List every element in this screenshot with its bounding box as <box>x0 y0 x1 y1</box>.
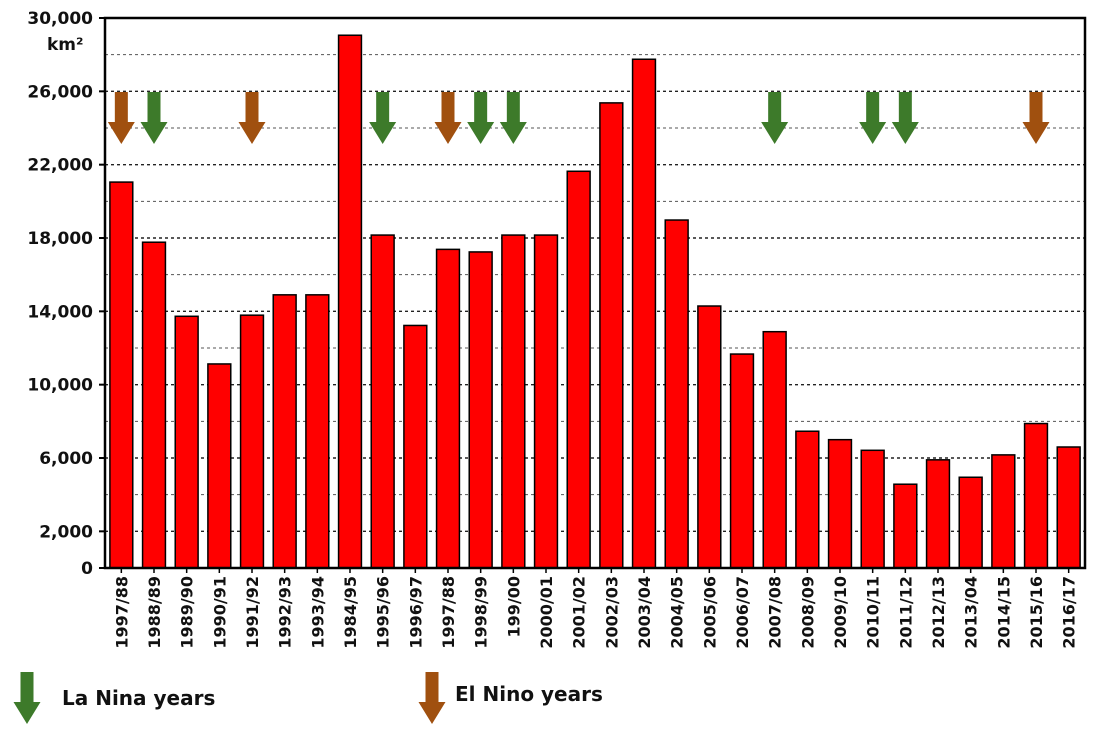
x-tick-label: 2013/04 <box>962 576 981 649</box>
y-tick-label: 10,000 <box>27 376 93 396</box>
la-nina-arrow-icon <box>859 92 887 144</box>
la-nina-arrow-icon <box>140 92 168 144</box>
climate-arrows <box>107 92 1050 144</box>
x-tick-label: 2007/08 <box>766 576 785 649</box>
bar <box>272 294 297 569</box>
x-tick-label: 1988/89 <box>145 576 164 649</box>
x-tick-label: 1989/90 <box>178 576 197 649</box>
bar <box>501 234 526 569</box>
bar <box>631 58 657 569</box>
bar <box>1023 422 1049 569</box>
x-tick-label: 2003/04 <box>635 576 654 649</box>
el-nino-arrow-icon <box>1022 92 1050 144</box>
x-tick-label: 1993/94 <box>308 576 327 649</box>
la-nina-arrow-icon <box>499 92 527 144</box>
bar <box>141 241 167 569</box>
y-tick-label: 0 <box>81 559 93 579</box>
el-nino-arrow-icon <box>238 92 266 144</box>
bar <box>239 314 265 569</box>
x-axis-ticks: 1997/88 1988/89 1989/90 1990/91 1991/92 1992/… <box>112 568 1079 649</box>
x-tick-label: 199/00 <box>504 576 523 638</box>
bar <box>207 363 232 569</box>
bar <box>893 483 918 569</box>
x-tick-label: 1997/88 <box>439 576 458 649</box>
bar <box>403 324 428 569</box>
bars <box>109 34 1081 569</box>
bar <box>729 353 755 569</box>
x-tick-label: 1998/99 <box>472 576 491 649</box>
x-tick-label: 1991/92 <box>243 576 262 649</box>
bar <box>174 315 199 569</box>
bar <box>533 234 559 569</box>
y-tick-label: 30,000 <box>27 9 93 29</box>
x-tick-label: 2000/01 <box>537 576 556 649</box>
bar <box>337 34 363 569</box>
x-tick-label: 2012/13 <box>929 576 948 649</box>
bar <box>435 248 461 569</box>
la-nina-arrow-icon <box>467 92 495 144</box>
x-tick-label: 2008/09 <box>798 576 817 649</box>
la-nina-legend-arrow-icon <box>13 672 41 724</box>
legend-la-nina-label: La Nina years <box>62 686 216 710</box>
bar <box>697 305 722 569</box>
x-tick-label: 1990/91 <box>210 576 229 649</box>
bar <box>925 459 951 569</box>
plot-frame <box>103 16 1087 570</box>
x-tick-label: 2002/03 <box>602 576 621 649</box>
x-tick-label: 2001/02 <box>570 576 589 649</box>
x-tick-label: 2004/05 <box>668 576 687 649</box>
x-tick-label: 2006/07 <box>733 576 752 649</box>
bar <box>599 102 624 569</box>
x-tick-label: 2005/06 <box>700 576 719 649</box>
bar <box>827 438 853 569</box>
x-tick-label: 2010/11 <box>864 576 883 649</box>
legend-icons <box>13 672 446 724</box>
la-nina-arrow-icon <box>369 92 397 144</box>
bar <box>109 181 134 569</box>
y-tick-label: 2,000 <box>39 522 93 542</box>
bar <box>860 449 885 569</box>
x-tick-label: 1997/88 <box>112 576 131 649</box>
y-axis-ticks: 0 2,000 6,000 10,000 14,000 18,000 22,000 26,00… <box>27 9 105 579</box>
x-tick-label: 1984/95 <box>341 576 360 649</box>
y-tick-label: 14,000 <box>27 302 93 322</box>
bar <box>370 234 395 569</box>
bar <box>468 251 493 569</box>
bar <box>566 170 591 569</box>
x-tick-label: 2009/10 <box>831 576 850 649</box>
x-tick-label: 1995/96 <box>374 576 393 649</box>
bar <box>795 430 820 569</box>
bar <box>664 219 689 569</box>
x-tick-label: 2015/16 <box>1027 576 1046 649</box>
y-tick-label: 22,000 <box>27 156 93 176</box>
bar <box>305 294 330 569</box>
x-tick-label: 1996/97 <box>406 576 425 649</box>
legend-el-nino-label: El Nino years <box>455 682 603 706</box>
grid-lines <box>105 54 1085 533</box>
bar <box>762 330 787 569</box>
y-tick-label: 18,000 <box>27 229 93 249</box>
x-tick-label: 2014/15 <box>994 576 1013 649</box>
x-tick-label: 2016/17 <box>1060 576 1079 649</box>
y-axis-unit: km² <box>47 35 83 55</box>
bar <box>958 476 983 569</box>
la-nina-arrow-icon <box>761 92 789 144</box>
el-nino-legend-arrow-icon <box>418 672 446 724</box>
bar <box>1056 446 1081 569</box>
el-nino-arrow-icon <box>107 92 135 144</box>
x-tick-label: 1992/93 <box>276 576 295 649</box>
y-tick-label: 6,000 <box>39 449 93 469</box>
bar <box>991 454 1016 569</box>
el-nino-arrow-icon <box>434 92 462 144</box>
la-nina-arrow-icon <box>891 92 919 144</box>
y-tick-label: 26,000 <box>27 82 93 102</box>
x-tick-label: 2011/12 <box>896 576 915 649</box>
